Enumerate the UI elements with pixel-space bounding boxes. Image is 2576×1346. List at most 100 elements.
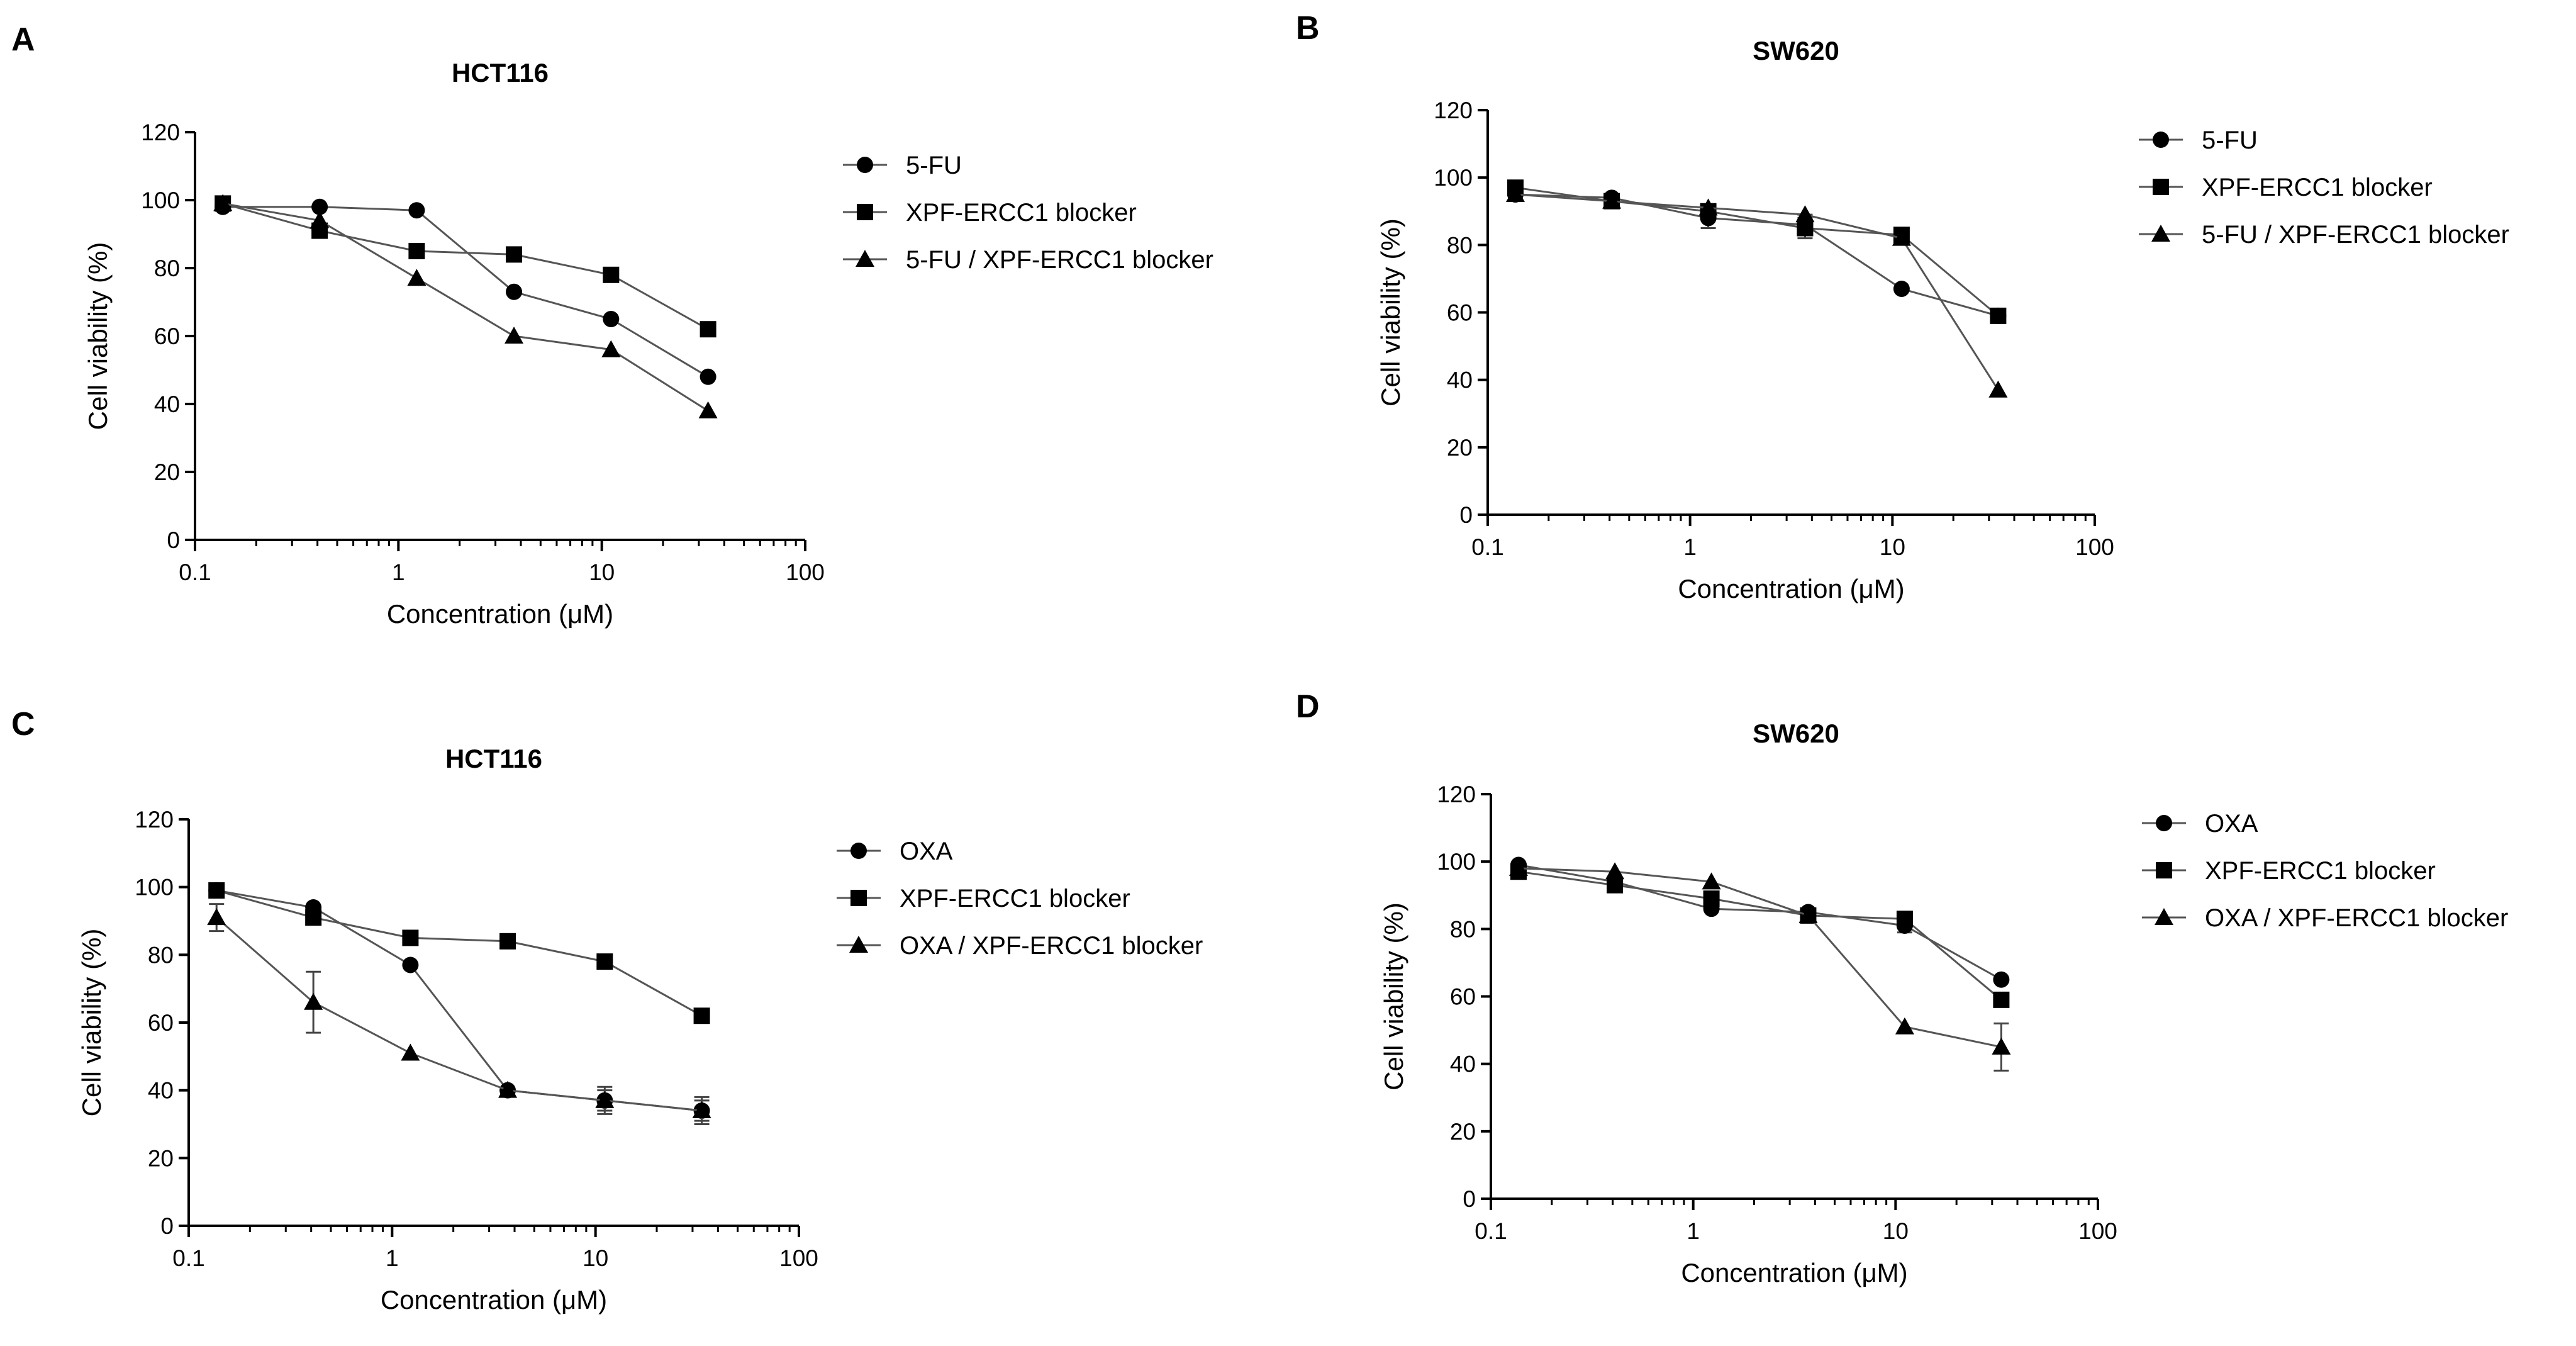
y-axis-label: Cell viability (%): [77, 929, 106, 1117]
x-tick-label: 100: [779, 1245, 818, 1271]
data-point: [402, 956, 419, 973]
legend-entry-1: 5-FU: [843, 152, 962, 179]
y-tick-label: 100: [1437, 849, 1476, 875]
data-point: [1797, 220, 1814, 237]
data-point: [1992, 1037, 2011, 1055]
series-line: [1518, 870, 2002, 1001]
y-tick-label: 40: [1450, 1052, 1476, 1077]
y-tick-label: 120: [135, 807, 174, 833]
series-line: [1515, 193, 1999, 317]
legend-marker: [2156, 815, 2172, 831]
chart-title: SW620: [1753, 719, 1839, 748]
series-2: [1510, 863, 2010, 1008]
data-point: [1607, 877, 1624, 894]
data-point: [401, 1043, 420, 1061]
series-3: [213, 194, 718, 418]
x-tick-label: 0.1: [172, 1245, 204, 1271]
data-point: [506, 246, 523, 263]
y-tick-label: 40: [1447, 367, 1473, 393]
data-point: [601, 340, 621, 357]
chart-panel-c: C HCT116 0 20 40 60 80 100 120 0.1 1 10 100 Concentra…: [11, 706, 1203, 1315]
series-line: [1515, 193, 1999, 391]
data-point: [1602, 191, 1622, 209]
data-point: [1893, 280, 1910, 297]
legend-entry-3: OXA / XPF-ERCC1 blocker: [2142, 904, 2508, 932]
legend-marker: [2153, 179, 2169, 195]
y-tick-label: 60: [154, 323, 180, 349]
legend-label: OXA / XPF-ERCC1 blocker: [2205, 904, 2508, 932]
x-tick-label: 100: [2078, 1218, 2117, 1244]
data-point: [499, 933, 516, 950]
chart-panel-b: B SW620 0 20 40 60 80 100 120 0.1 1 10 100 Concentrat…: [1296, 10, 2509, 603]
y-tick-label: 120: [1434, 98, 1473, 123]
data-point: [1795, 205, 1815, 223]
y-tick-label: 0: [1463, 1186, 1476, 1212]
data-point: [208, 882, 225, 899]
legend-label: XPF-ERCC1 blocker: [906, 199, 1137, 227]
y-tick-label: 100: [1434, 165, 1473, 191]
legend-marker: [2156, 862, 2172, 878]
legend-marker: [857, 204, 873, 220]
data-point: [692, 1101, 711, 1118]
y-tick-label: 0: [160, 1213, 174, 1239]
y-tick-label: 20: [148, 1145, 174, 1171]
data-point: [698, 401, 718, 418]
data-point: [498, 1080, 518, 1098]
data-point: [408, 202, 425, 219]
data-point: [596, 953, 613, 970]
data-point: [1702, 872, 1721, 890]
chart-title: SW620: [1753, 36, 1839, 65]
data-point: [304, 992, 323, 1010]
data-point: [700, 368, 716, 385]
chart-title: HCT116: [445, 744, 542, 773]
series-line: [1518, 867, 2002, 1048]
y-tick-label: 100: [141, 188, 180, 213]
legend-marker: [849, 936, 868, 953]
series-line: [1518, 864, 2002, 981]
legend-label: 5-FU: [2202, 126, 2258, 154]
series-line: [216, 916, 702, 1112]
data-point: [700, 321, 716, 338]
data-point: [1703, 890, 1720, 907]
x-axis-label: Concentration (μM): [1681, 1258, 1907, 1287]
y-tick-label: 80: [154, 255, 180, 281]
legend-label: OXA / XPF-ERCC1 blocker: [900, 932, 1203, 960]
x-axis-label: Concentration (μM): [387, 599, 613, 629]
data-point: [1505, 184, 1525, 202]
y-tick-label: 80: [1450, 916, 1476, 942]
chart-title: HCT116: [452, 58, 549, 87]
x-axis-label: Concentration (μM): [381, 1285, 607, 1315]
data-point: [693, 1007, 710, 1024]
panel-letter: A: [11, 21, 35, 58]
data-point: [408, 243, 425, 259]
panel-letter: D: [1296, 688, 1320, 725]
legend-marker: [2153, 132, 2169, 148]
legend-entry-3: 5-FU / XPF-ERCC1 blocker: [843, 246, 1213, 274]
x-tick-label: 10: [583, 1245, 608, 1271]
legend-entry-3: OXA / XPF-ERCC1 blocker: [837, 932, 1203, 960]
y-tick-label: 60: [148, 1010, 174, 1036]
legend-label: XPF-ERCC1 blocker: [2202, 174, 2433, 201]
data-point: [311, 198, 328, 215]
series-line: [216, 889, 703, 1017]
y-tick-label: 20: [154, 459, 180, 485]
x-tick-label: 10: [1880, 534, 1905, 560]
series-line: [223, 206, 709, 378]
legend-marker: [850, 843, 867, 859]
legend-marker: [2155, 908, 2173, 925]
x-tick-label: 1: [1687, 1218, 1700, 1244]
x-tick-label: 1: [392, 559, 405, 585]
data-point: [603, 266, 620, 283]
data-point: [1988, 380, 2008, 398]
data-point: [402, 929, 419, 946]
legend-entry-1: 5-FU: [2139, 126, 2258, 154]
y-tick-label: 120: [141, 120, 180, 145]
y-tick-label: 20: [1450, 1119, 1476, 1145]
data-point: [1993, 991, 2010, 1008]
legend-label: 5-FU / XPF-ERCC1 blocker: [2202, 221, 2509, 249]
panel-letter: C: [11, 706, 35, 743]
y-tick-label: 20: [1447, 435, 1473, 461]
y-tick-label: 0: [167, 527, 180, 553]
x-tick-label: 1: [386, 1245, 399, 1271]
y-axis-label: Cell viability (%): [1379, 902, 1408, 1091]
